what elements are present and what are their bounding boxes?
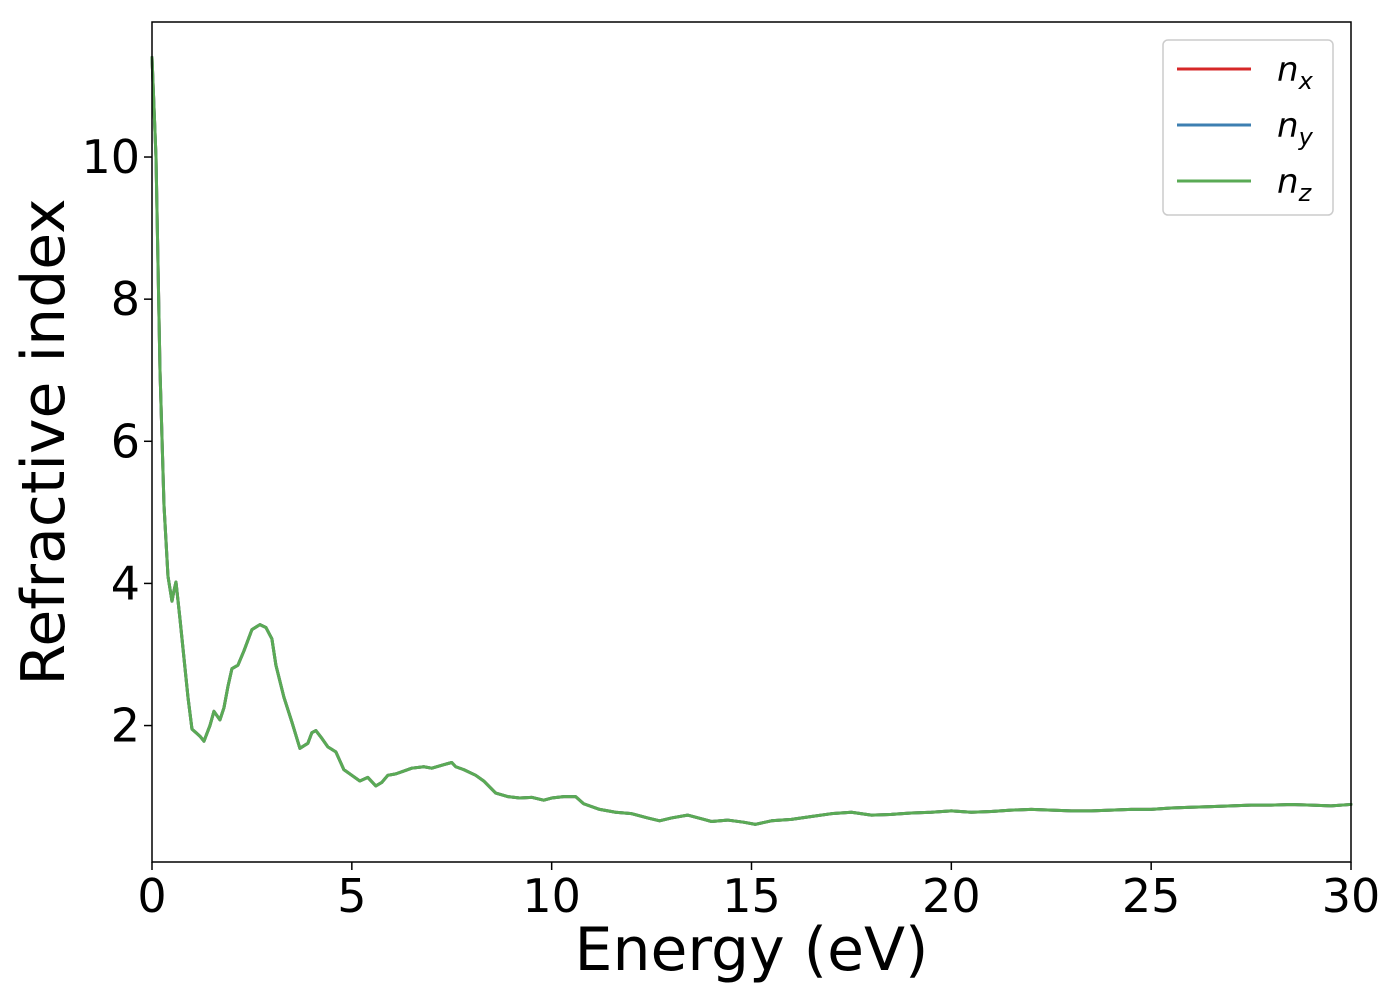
x-tick-label: 0: [137, 869, 166, 923]
x-tick-label: 25: [1122, 869, 1181, 923]
legend-label-subscript: z: [1298, 179, 1313, 207]
legend-label-nx: nx: [1277, 50, 1314, 95]
legend-label-subscript: y: [1298, 123, 1314, 151]
series-layer: [150, 56, 1353, 826]
legend-label-base: n: [1277, 162, 1299, 202]
legend-label-ny: ny: [1277, 106, 1314, 151]
x-tick-label: 20: [922, 869, 981, 923]
legend-label-subscript: x: [1298, 67, 1314, 95]
x-tick-label: 30: [1322, 869, 1381, 923]
y-tick-label: 2: [111, 699, 140, 753]
y-tick-label: 4: [111, 556, 140, 610]
series-line-nz: [150, 56, 1353, 826]
x-axis-ticks: 0 5 10 15 20 25 30: [137, 862, 1380, 923]
x-tick-label: 15: [722, 869, 781, 923]
x-tick-label: 10: [522, 869, 581, 923]
legend-label-base: n: [1277, 106, 1299, 146]
y-tick-label: 10: [81, 130, 140, 184]
y-axis-label: Refractive index: [9, 198, 79, 685]
legend-label-base: n: [1277, 50, 1299, 90]
y-tick-label: 6: [111, 414, 140, 468]
legend-label-nz: nz: [1277, 162, 1313, 207]
x-axis-label: Energy (eV): [575, 915, 929, 985]
y-tick-label: 8: [111, 272, 140, 326]
y-axis-ticks: 2 4 6 8 10: [81, 130, 152, 753]
legend-box: [1162, 39, 1334, 216]
x-tick-label: 5: [337, 869, 366, 923]
